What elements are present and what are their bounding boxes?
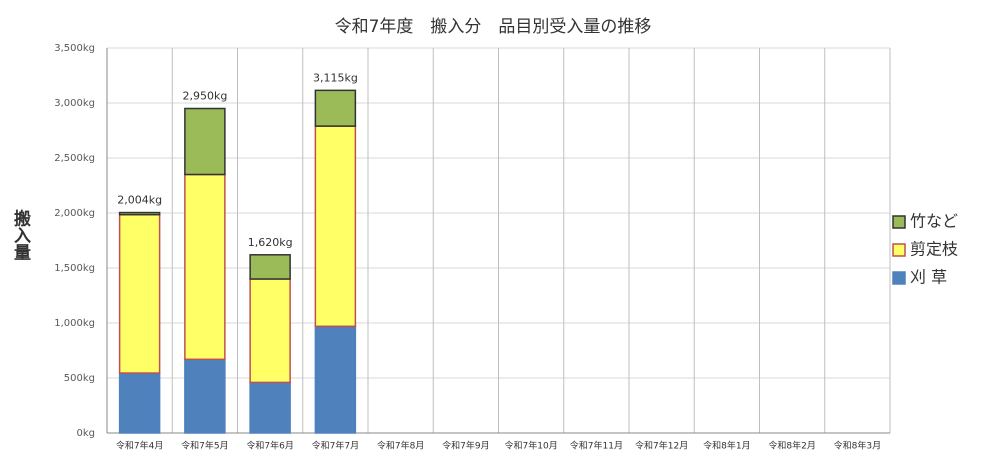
y-tick-label: 500kg — [64, 373, 95, 384]
legend-label: 刈 草 — [910, 268, 947, 287]
legend-label: 剪定枝 — [910, 240, 958, 259]
bar-segment — [184, 173, 226, 361]
bar-segment — [118, 211, 161, 216]
bar-segment — [184, 107, 226, 176]
y-tick-label: 3,500kg — [54, 43, 95, 54]
y-tick-label: 1,500kg — [54, 263, 95, 274]
x-tick-label: 令和7年12月 — [635, 440, 688, 452]
bar-segment — [314, 125, 357, 328]
total-label: 2,004kg — [117, 194, 162, 207]
legend-swatch — [892, 215, 906, 229]
y-tick-label: 3,000kg — [54, 98, 95, 109]
chart-title: 令和7年度 搬入分 品目別受入量の推移 — [335, 17, 652, 37]
bar-segment — [249, 254, 291, 280]
total-label: 1,620kg — [248, 236, 293, 249]
y-tick-label: 1,000kg — [54, 318, 95, 329]
bar-segment — [314, 325, 357, 434]
total-label: 3,115kg — [313, 71, 358, 84]
y-tick-label: 0kg — [76, 428, 95, 439]
y-axis-label: 搬入量 — [10, 208, 31, 260]
x-tick-label: 令和8年2月 — [768, 440, 815, 452]
x-tick-label: 令和7年7月 — [312, 440, 359, 452]
bar-segment — [118, 213, 161, 374]
y-tick-label: 2,000kg — [54, 208, 95, 219]
legend-swatch — [892, 271, 906, 285]
x-tick-label: 令和8年3月 — [834, 440, 881, 452]
legend-label: 竹など — [910, 212, 958, 231]
x-tick-label: 令和7年11月 — [570, 440, 623, 452]
y-tick-label: 2,500kg — [54, 153, 95, 164]
total-label: 2,950kg — [182, 90, 227, 103]
x-tick-label: 令和7年5月 — [181, 440, 228, 452]
bar-segment — [249, 381, 291, 434]
x-tick-label: 令和7年10月 — [505, 440, 558, 452]
x-tick-label: 令和7年9月 — [442, 440, 489, 452]
bar-segment — [314, 89, 357, 127]
x-tick-label: 令和7年6月 — [246, 440, 293, 452]
x-tick-label: 令和7年8月 — [377, 440, 424, 452]
x-tick-label: 令和8年1月 — [703, 440, 750, 452]
legend-swatch — [892, 243, 906, 257]
bar-segment — [184, 358, 226, 434]
x-tick-label: 令和7年4月 — [116, 440, 163, 452]
bar-segment — [118, 372, 161, 434]
bar-segment — [249, 278, 291, 384]
